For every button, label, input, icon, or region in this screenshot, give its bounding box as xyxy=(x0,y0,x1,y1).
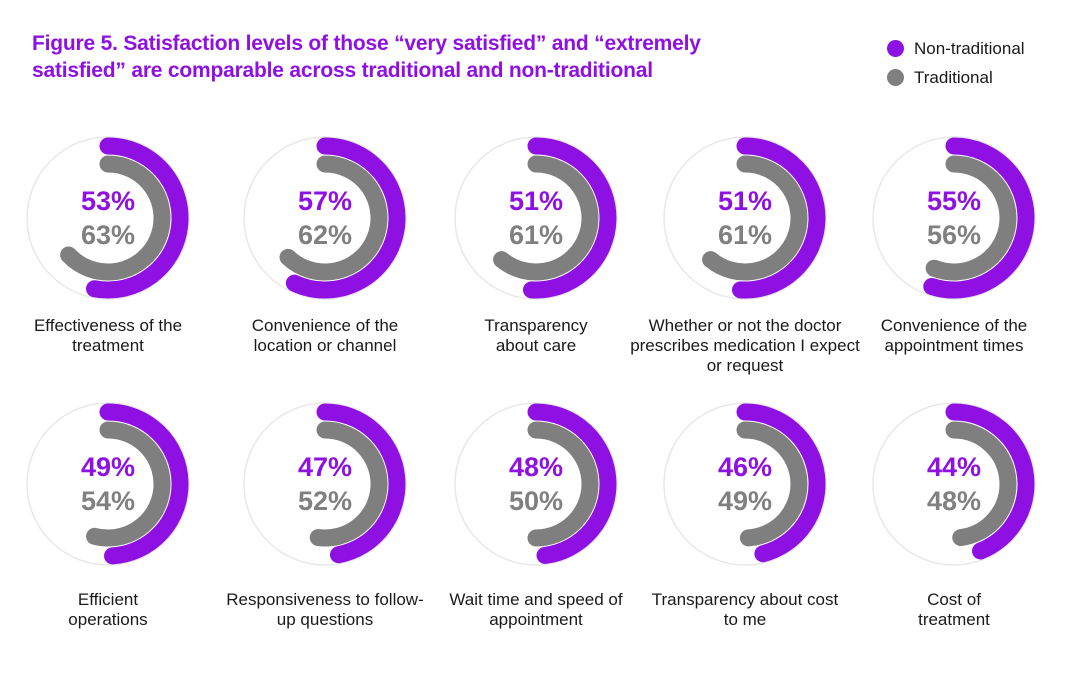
legend-swatch-non-traditional xyxy=(887,40,904,57)
donut-convenience-of-the-location-or-channel: 57% 62% xyxy=(235,128,415,308)
donut-svg xyxy=(26,136,190,300)
donut-svg xyxy=(454,402,618,566)
value-traditional: 62% xyxy=(297,220,353,250)
category-label: Cost of treatment xyxy=(918,590,990,629)
arc-traditional xyxy=(925,155,1017,281)
donut-effectiveness-of-the-treatment: 53% 63% xyxy=(18,128,198,308)
category-label: Responsiveness to follow-up questions xyxy=(226,590,424,629)
donut-svg xyxy=(663,136,827,300)
donut-svg xyxy=(872,136,1036,300)
value-non-traditional: 53% xyxy=(80,186,136,216)
arc-traditional xyxy=(527,421,599,547)
value-traditional: 49% xyxy=(717,486,773,516)
value-non-traditional: 51% xyxy=(508,186,564,216)
arc-traditional xyxy=(945,421,1017,547)
value-non-traditional: 55% xyxy=(926,186,982,216)
donut-cost-of-treatment: 44% 48% xyxy=(864,394,1044,574)
value-traditional: 61% xyxy=(508,220,564,250)
arc-traditional xyxy=(702,155,808,281)
arc-traditional xyxy=(493,155,599,281)
donut-svg xyxy=(454,136,618,300)
arc-non-traditional xyxy=(316,403,406,564)
legend: Non-traditional Traditional xyxy=(887,34,1025,92)
arc-traditional xyxy=(279,155,388,281)
value-traditional: 48% xyxy=(926,486,982,516)
value-traditional: 63% xyxy=(80,220,136,250)
donut-responsiveness-to-follow-up-questions: 47% 52% xyxy=(235,394,415,574)
donut-convenience-of-the-appointment-times: 55% 56% xyxy=(864,128,1044,308)
category-label: Transparency about cost to me xyxy=(651,590,839,629)
category-label: Convenience of the location or channel xyxy=(251,316,399,355)
donut-svg xyxy=(243,136,407,300)
category-label: Convenience of the appointment times xyxy=(880,316,1028,355)
donut-svg xyxy=(663,402,827,566)
donut-transparency-about-care: 51% 61% xyxy=(446,128,626,308)
legend-label-non-traditional: Non-traditional xyxy=(914,38,1025,58)
arc-non-traditional xyxy=(731,137,826,299)
arc-traditional xyxy=(60,155,171,281)
donut-efficient-operations: 49% 54% xyxy=(18,394,198,574)
value-traditional: 61% xyxy=(717,220,773,250)
value-non-traditional: 57% xyxy=(297,186,353,216)
arc-traditional xyxy=(309,421,388,547)
value-non-traditional: 51% xyxy=(717,186,773,216)
donut-whether-or-not-the-doctor-prescribes-medication-i-expect-or-request: 51% 61% xyxy=(655,128,835,308)
value-traditional: 52% xyxy=(297,486,353,516)
chart-title: Figure 5. Satisfaction levels of those “… xyxy=(32,32,701,82)
value-non-traditional: 48% xyxy=(508,452,564,482)
arc-non-traditional xyxy=(285,137,406,299)
arc-non-traditional xyxy=(945,403,1035,560)
category-label: Transparency about care xyxy=(484,316,588,355)
legend-item-traditional: Traditional xyxy=(887,63,1025,92)
value-non-traditional: 49% xyxy=(80,452,136,482)
value-non-traditional: 46% xyxy=(717,452,773,482)
category-label: Efficient operations xyxy=(68,590,148,629)
donut-svg xyxy=(26,402,190,566)
arc-non-traditional xyxy=(527,403,617,564)
value-non-traditional: 44% xyxy=(926,452,982,482)
donut-wait-time-and-speed-of-appointment: 48% 50% xyxy=(446,394,626,574)
arc-traditional xyxy=(736,421,808,547)
arc-non-traditional xyxy=(86,137,189,299)
donut-transparency-about-cost-to-me: 46% 49% xyxy=(655,394,835,574)
category-label: Effectiveness of the treatment xyxy=(33,316,183,355)
value-traditional: 56% xyxy=(926,220,982,250)
value-traditional: 54% xyxy=(80,486,136,516)
donut-svg xyxy=(872,402,1036,566)
arc-non-traditional xyxy=(923,137,1035,299)
arc-traditional xyxy=(86,421,171,547)
arc-non-traditional xyxy=(99,403,189,565)
legend-item-non-traditional: Non-traditional xyxy=(887,34,1025,63)
legend-swatch-traditional xyxy=(887,69,904,86)
value-non-traditional: 47% xyxy=(297,452,353,482)
legend-label-traditional: Traditional xyxy=(914,67,993,87)
value-traditional: 50% xyxy=(508,486,564,516)
donut-svg xyxy=(243,402,407,566)
arc-non-traditional xyxy=(522,137,617,299)
category-label: Whether or not the doctor prescribes med… xyxy=(630,316,860,375)
arc-non-traditional xyxy=(736,403,826,563)
category-label: Wait time and speed of appointment xyxy=(449,590,623,629)
